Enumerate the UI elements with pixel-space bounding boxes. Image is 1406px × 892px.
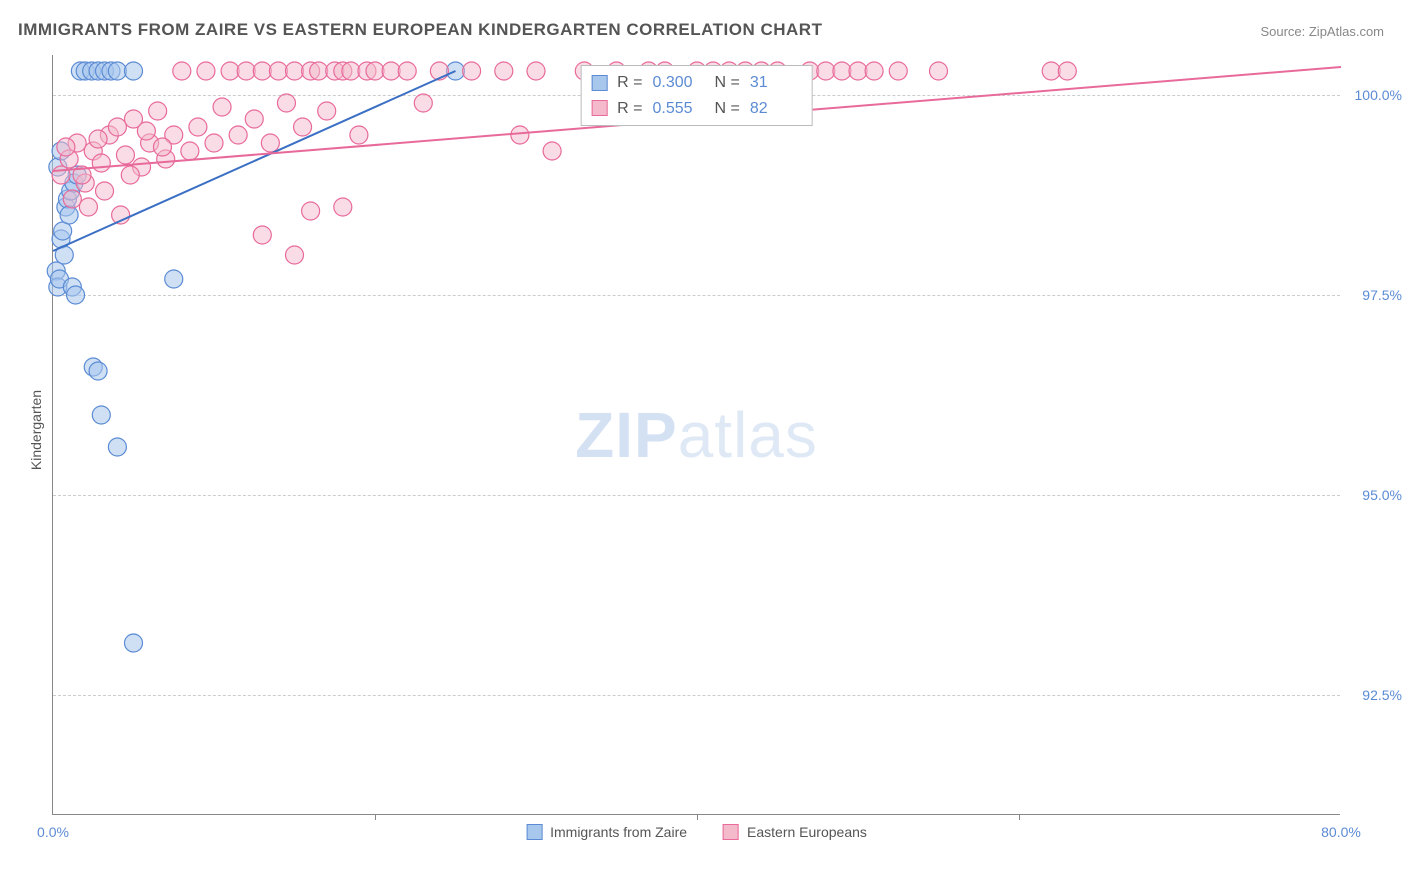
trend-line-zaire xyxy=(53,71,456,251)
legend-item: Immigrants from Zaire xyxy=(526,824,687,840)
scatter-point-eastern xyxy=(382,62,400,80)
legend-label: Immigrants from Zaire xyxy=(550,824,687,840)
stats-box: R = 0.300 N = 31 R = 0.555 N = 82 xyxy=(580,65,813,126)
scatter-point-eastern xyxy=(253,62,271,80)
chart-svg xyxy=(53,55,1340,814)
scatter-point-eastern xyxy=(52,166,70,184)
scatter-point-eastern xyxy=(197,62,215,80)
scatter-point-zaire xyxy=(125,62,143,80)
n-value-eastern: 82 xyxy=(750,96,802,122)
r-label: R = xyxy=(617,70,642,96)
stats-row-eastern: R = 0.555 N = 82 xyxy=(591,96,802,122)
legend-swatch-icon xyxy=(723,824,739,840)
stats-row-zaire: R = 0.300 N = 31 xyxy=(591,70,802,96)
scatter-point-eastern xyxy=(543,142,561,160)
scatter-point-eastern xyxy=(121,166,139,184)
r-label: R = xyxy=(617,96,642,122)
n-label: N = xyxy=(715,70,740,96)
scatter-point-eastern xyxy=(108,118,126,136)
x-tick xyxy=(1019,814,1020,820)
scatter-point-eastern xyxy=(173,62,191,80)
scatter-point-eastern xyxy=(310,62,328,80)
scatter-point-eastern xyxy=(350,126,368,144)
scatter-point-eastern xyxy=(153,138,171,156)
plot-area: ZIPatlas 92.5%95.0%97.5%100.0%0.0%80.0% … xyxy=(52,55,1340,815)
scatter-point-eastern xyxy=(92,154,110,172)
scatter-point-eastern xyxy=(261,134,279,152)
scatter-point-eastern xyxy=(366,62,384,80)
scatter-point-eastern xyxy=(889,62,907,80)
scatter-point-eastern xyxy=(149,102,167,120)
scatter-point-eastern xyxy=(511,126,529,144)
y-tick-label: 92.5% xyxy=(1362,687,1402,703)
chart-title: IMMIGRANTS FROM ZAIRE VS EASTERN EUROPEA… xyxy=(18,20,822,40)
scatter-point-eastern xyxy=(181,142,199,160)
x-tick-label: 0.0% xyxy=(37,824,69,840)
n-label: N = xyxy=(715,96,740,122)
scatter-point-eastern xyxy=(89,130,107,148)
legend-swatch-icon xyxy=(526,824,542,840)
legend-label: Eastern Europeans xyxy=(747,824,867,840)
scatter-point-eastern xyxy=(849,62,867,80)
scatter-point-eastern xyxy=(414,94,432,112)
n-value-zaire: 31 xyxy=(750,70,802,96)
scatter-point-eastern xyxy=(342,62,360,80)
legend-item: Eastern Europeans xyxy=(723,824,867,840)
y-tick-label: 97.5% xyxy=(1362,287,1402,303)
scatter-point-eastern xyxy=(1042,62,1060,80)
scatter-point-eastern xyxy=(277,94,295,112)
source-label: Source: ZipAtlas.com xyxy=(1260,24,1384,39)
scatter-point-eastern xyxy=(221,62,239,80)
scatter-point-eastern xyxy=(334,198,352,216)
x-tick-label: 80.0% xyxy=(1321,824,1361,840)
scatter-point-eastern xyxy=(302,202,320,220)
scatter-point-eastern xyxy=(286,246,304,264)
scatter-point-zaire xyxy=(67,286,85,304)
scatter-point-eastern xyxy=(269,62,287,80)
legend-bottom: Immigrants from Zaire Eastern Europeans xyxy=(526,824,867,840)
scatter-point-eastern xyxy=(189,118,207,136)
scatter-point-zaire xyxy=(108,62,126,80)
scatter-point-eastern xyxy=(527,62,545,80)
scatter-point-zaire xyxy=(108,438,126,456)
scatter-point-zaire xyxy=(165,270,183,288)
scatter-point-eastern xyxy=(205,134,223,152)
scatter-point-eastern xyxy=(286,62,304,80)
y-axis-title: Kindergarten xyxy=(28,390,44,470)
y-tick-label: 95.0% xyxy=(1362,487,1402,503)
y-tick-label: 100.0% xyxy=(1355,87,1402,103)
scatter-point-eastern xyxy=(237,62,255,80)
x-tick xyxy=(697,814,698,820)
scatter-point-zaire xyxy=(125,634,143,652)
scatter-point-eastern xyxy=(57,138,75,156)
scatter-point-eastern xyxy=(930,62,948,80)
scatter-point-eastern xyxy=(245,110,263,128)
scatter-point-eastern xyxy=(1058,62,1076,80)
scatter-point-eastern xyxy=(495,62,513,80)
scatter-point-eastern xyxy=(79,198,97,216)
scatter-point-zaire xyxy=(60,206,78,224)
scatter-point-eastern xyxy=(833,62,851,80)
scatter-point-eastern xyxy=(294,118,312,136)
scatter-point-eastern xyxy=(137,122,155,140)
swatch-zaire-icon xyxy=(591,75,607,91)
r-value-eastern: 0.555 xyxy=(653,96,705,122)
scatter-point-eastern xyxy=(116,146,134,164)
scatter-point-zaire xyxy=(54,222,72,240)
scatter-point-eastern xyxy=(213,98,231,116)
scatter-point-eastern xyxy=(817,62,835,80)
scatter-point-eastern xyxy=(229,126,247,144)
scatter-point-eastern xyxy=(253,226,271,244)
scatter-point-eastern xyxy=(318,102,336,120)
scatter-point-eastern xyxy=(463,62,481,80)
scatter-point-eastern xyxy=(865,62,883,80)
scatter-point-zaire xyxy=(92,406,110,424)
scatter-point-eastern xyxy=(63,190,81,208)
scatter-point-zaire xyxy=(89,362,107,380)
scatter-point-eastern xyxy=(96,182,114,200)
r-value-zaire: 0.300 xyxy=(653,70,705,96)
swatch-eastern-icon xyxy=(591,100,607,116)
scatter-point-eastern xyxy=(398,62,416,80)
x-tick xyxy=(375,814,376,820)
